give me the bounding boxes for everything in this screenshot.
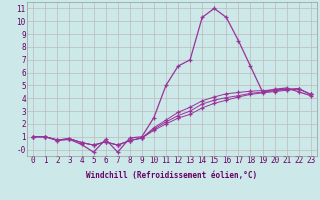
X-axis label: Windchill (Refroidissement éolien,°C): Windchill (Refroidissement éolien,°C) — [86, 171, 258, 180]
